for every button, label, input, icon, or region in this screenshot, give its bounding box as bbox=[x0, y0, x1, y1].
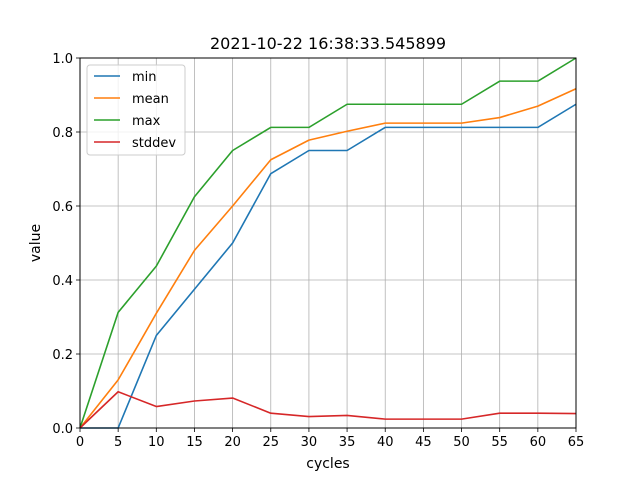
x-tick-label: 25 bbox=[262, 435, 279, 450]
x-tick-label: 35 bbox=[339, 435, 356, 450]
x-tick-label: 0 bbox=[76, 435, 84, 450]
x-tick-label: 5 bbox=[114, 435, 122, 450]
x-tick-label: 50 bbox=[453, 435, 470, 450]
legend-label-stddev: stddev bbox=[132, 136, 176, 151]
y-axis-title: value bbox=[28, 224, 44, 262]
x-axis-title: cycles bbox=[306, 456, 349, 472]
x-tick-label: 60 bbox=[530, 435, 547, 450]
x-tick-label: 15 bbox=[186, 435, 203, 450]
x-tick-label: 30 bbox=[301, 435, 318, 450]
y-tick-label: 0.0 bbox=[52, 422, 73, 437]
legend: min mean max stddev bbox=[86, 64, 186, 156]
y-axis: 0.0 0.2 0.4 0.6 0.8 1.0 bbox=[52, 52, 80, 437]
y-tick-label: 1.0 bbox=[52, 52, 73, 67]
x-tick-label: 40 bbox=[377, 435, 394, 450]
plot-frame bbox=[79, 57, 577, 429]
legend-label-min: min bbox=[132, 70, 157, 85]
x-tick-label: 65 bbox=[568, 435, 585, 450]
legend-box bbox=[86, 64, 186, 156]
legend-label-mean: mean bbox=[132, 92, 169, 107]
series-line-stddev bbox=[79, 390, 577, 429]
x-tick-label: 55 bbox=[491, 435, 508, 450]
legend-label-max: max bbox=[132, 114, 161, 129]
x-axis: 0 5 10 15 20 25 30 35 40 45 50 55 60 65 bbox=[76, 428, 584, 450]
x-tick-label: 20 bbox=[224, 435, 241, 450]
x-tick-label: 10 bbox=[148, 435, 165, 450]
series-line-min bbox=[80, 103, 577, 429]
y-tick-label: 0.2 bbox=[52, 348, 73, 363]
series-line-mean bbox=[79, 87, 577, 429]
series-line-max bbox=[79, 57, 577, 429]
y-tick-label: 0.6 bbox=[52, 200, 73, 215]
y-tick-label: 0.4 bbox=[52, 274, 73, 289]
series-layer bbox=[79, 57, 577, 429]
chart-title: 2021-10-22 16:38:33.545899 bbox=[210, 34, 446, 53]
y-tick-label: 0.8 bbox=[52, 126, 73, 141]
x-tick-label: 45 bbox=[415, 435, 432, 450]
